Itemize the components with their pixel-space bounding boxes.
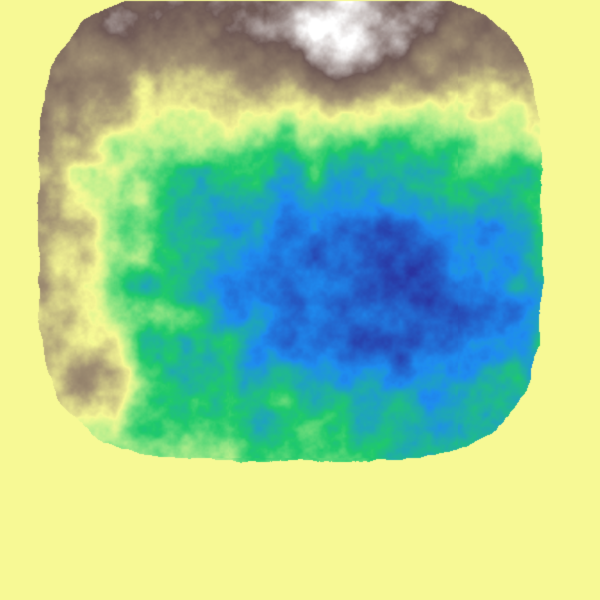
terrain-map-stage: [0, 0, 600, 600]
terrain-heightmap: [0, 0, 600, 600]
